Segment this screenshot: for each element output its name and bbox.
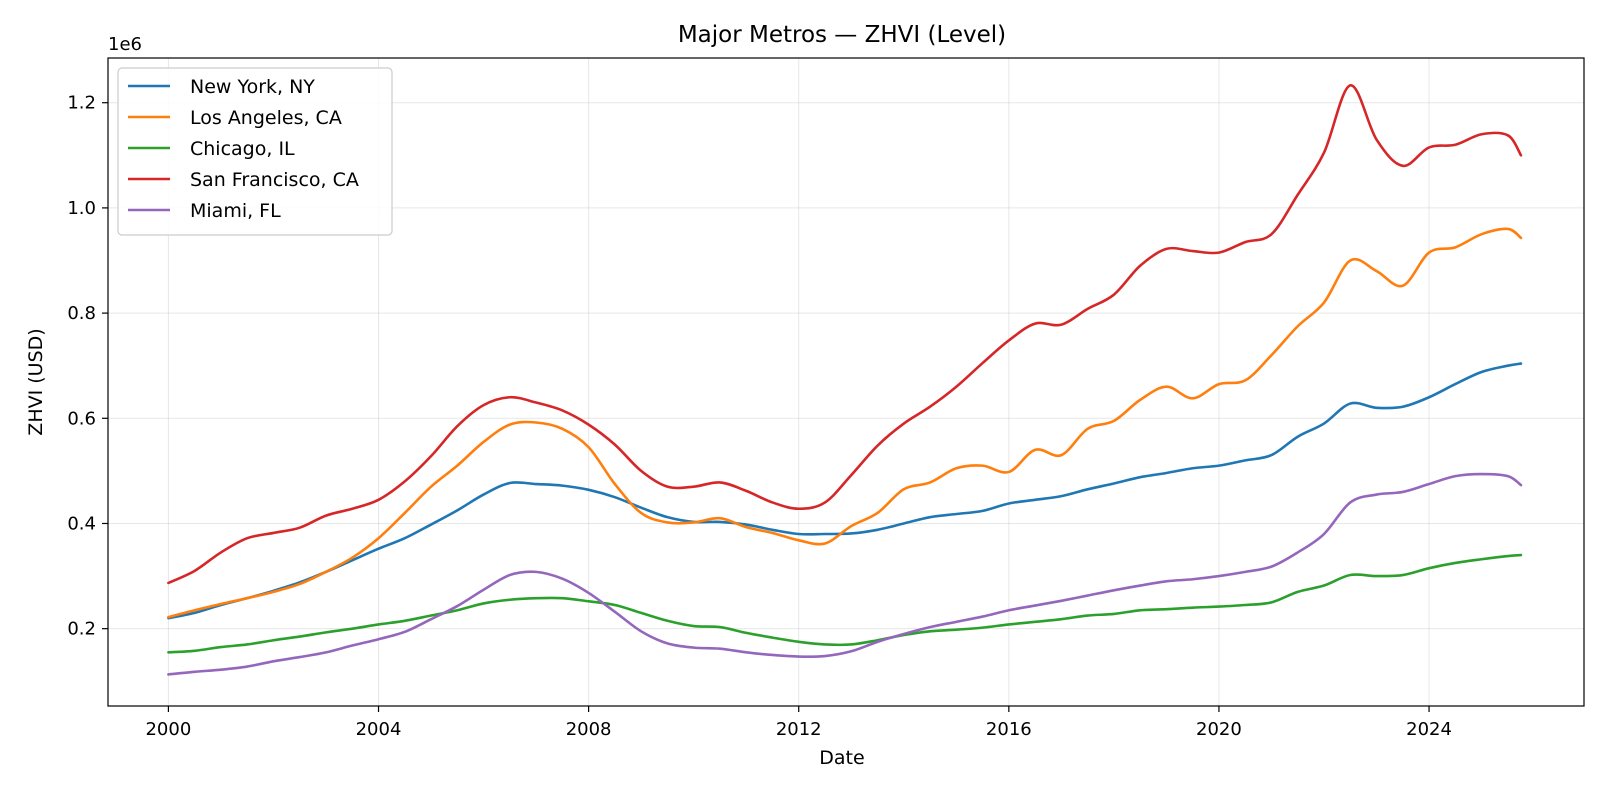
- plot-frame: [107, 57, 1585, 707]
- x-tick-label: 2024: [1406, 719, 1452, 740]
- series-line-new-york-ny: [167, 362, 1523, 620]
- y-tick-label: 1.2: [67, 93, 96, 114]
- series-line-san-francisco-ca: [167, 84, 1523, 585]
- x-tick-label: 2004: [356, 719, 402, 740]
- legend-label-los-angeles-ca: Los Angeles, CA: [190, 107, 342, 129]
- legend: New York, NY Los Angeles, CA Chicago, IL Sa…: [117, 67, 393, 236]
- legend-label-chicago-il: Chicago, IL: [190, 138, 295, 160]
- legend-box: [117, 67, 393, 236]
- series-line-chicago-il: [167, 553, 1523, 654]
- y-axis-label: ZHVI (USD): [25, 328, 47, 435]
- legend-label-san-francisco-ca: San Francisco, CA: [190, 169, 359, 191]
- x-axis-label: Date: [819, 747, 864, 769]
- x-tick-label: 2000: [145, 719, 191, 740]
- series-lines: [167, 84, 1523, 676]
- axis-ticks: 2000 2004 2008 2012 2016 2020 2024 0.2 0.4 0.6 0.8…: [67, 93, 1452, 740]
- y-tick-label: 0.8: [67, 303, 96, 324]
- x-tick-label: 2012: [776, 719, 822, 740]
- y-tick-label: 0.4: [67, 513, 96, 534]
- x-tick-label: 2020: [1196, 719, 1242, 740]
- y-tick-label: 0.2: [67, 619, 96, 640]
- y-tick-label: 0.6: [67, 408, 96, 429]
- chart-title: Major Metros — ZHVI (Level): [678, 22, 1006, 48]
- y-axis-offset-label: 1e6: [108, 34, 142, 55]
- legend-label-miami-fl: Miami, FL: [190, 200, 281, 222]
- series-line-los-angeles-ca: [167, 227, 1523, 619]
- x-tick-label: 2016: [986, 719, 1032, 740]
- series-line-miami-fl: [167, 472, 1523, 676]
- legend-label-new-york-ny: New York, NY: [190, 76, 315, 98]
- x-tick-label: 2008: [566, 719, 612, 740]
- y-tick-label: 1.0: [67, 198, 96, 219]
